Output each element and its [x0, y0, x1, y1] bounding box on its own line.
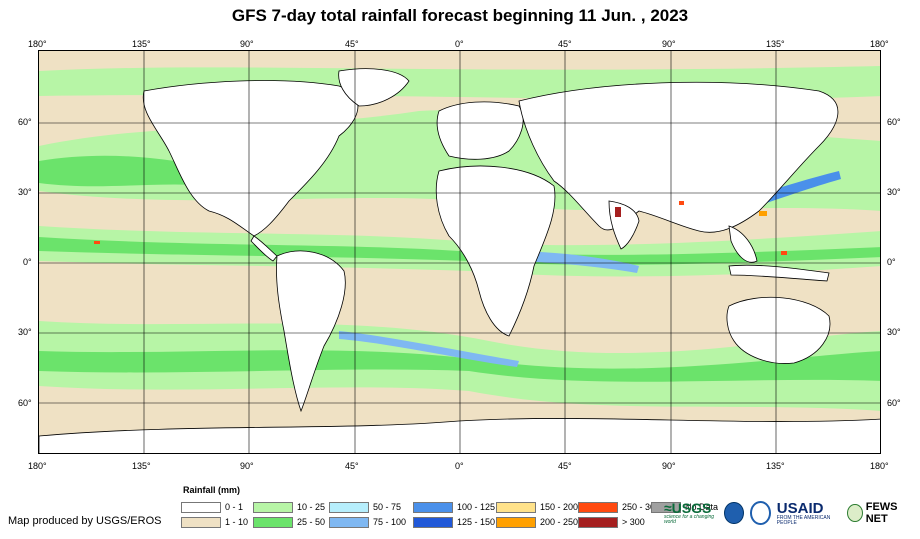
lon-label: 0°: [455, 461, 464, 471]
legend-swatch: [578, 502, 618, 514]
partner-logos: ≈USGS science for a changing world USAID…: [664, 499, 920, 527]
legend-swatch: [253, 517, 293, 529]
land-europe: [436, 101, 524, 160]
legend-swatch: [253, 502, 293, 514]
lat-label: 30°: [18, 187, 32, 197]
legend-item: 100 - 125: [413, 502, 495, 514]
lon-label: 0°: [455, 39, 464, 49]
land-south-america: [276, 250, 346, 413]
legend-swatch: [578, 517, 618, 529]
lon-label: 45°: [345, 39, 359, 49]
rainfall-map: [38, 50, 881, 454]
legend-swatch: [413, 517, 453, 529]
usgs-logo: ≈USGS science for a changing world: [664, 500, 715, 525]
heavy-rain-philippines: [759, 211, 767, 216]
lat-label: 30°: [887, 327, 901, 337]
legend-item: > 300: [578, 517, 645, 529]
legend-swatch: [329, 502, 369, 514]
lon-label: 180°: [28, 39, 47, 49]
lon-label: 45°: [558, 461, 572, 471]
lon-label: 135°: [766, 461, 785, 471]
heavy-rain-spots: [94, 201, 787, 255]
land-southeast-asia: [728, 225, 758, 263]
nasa-seal-icon: [749, 501, 771, 525]
legend-swatch: [496, 517, 536, 529]
legend-item: 150 - 200: [496, 502, 578, 514]
rain-band-itcz-core: [39, 237, 880, 265]
legend-swatch: [496, 502, 536, 514]
land-masses: [39, 68, 880, 453]
usaid-logo: USAID FROM THE AMERICAN PEOPLE: [776, 499, 831, 526]
lon-label: 45°: [558, 39, 572, 49]
credit-text: Map produced by USGS/EROS: [8, 515, 162, 527]
lon-label: 180°: [870, 461, 889, 471]
lat-label: 30°: [18, 327, 32, 337]
legend-swatch: [413, 502, 453, 514]
legend-item: 200 - 250: [496, 517, 578, 529]
lon-label: 135°: [766, 39, 785, 49]
legend-swatch: [181, 517, 221, 529]
land-central-america: [250, 235, 278, 262]
legend-item: 250 - 300: [578, 502, 660, 514]
rain-blue-southern: [339, 331, 519, 367]
rain-band-north-pacific: [39, 155, 219, 187]
land-north-america: [142, 80, 359, 237]
heavy-rain-east-pacific: [94, 241, 100, 244]
map-title: GFS 7-day total rainfall forecast beginn…: [231, 6, 689, 25]
lat-label: 0°: [887, 257, 896, 267]
lat-label: 0°: [23, 257, 32, 267]
legend-item: 25 - 50: [253, 517, 325, 529]
lat-label: 60°: [887, 117, 901, 127]
legend-swatch: [329, 517, 369, 529]
land-indonesia: [728, 264, 830, 282]
lon-label: 180°: [870, 39, 889, 49]
lon-label: 90°: [662, 39, 676, 49]
legend-item: 0 - 1: [181, 502, 243, 514]
legend-swatch: [651, 502, 681, 514]
heavy-rain-india-west: [615, 207, 621, 217]
noaa-logo-icon: [724, 502, 744, 524]
map-canvas: [39, 51, 880, 453]
lon-label: 90°: [240, 39, 254, 49]
heavy-rain-pacific: [781, 251, 787, 255]
graticule: [39, 51, 880, 453]
lon-label: 90°: [662, 461, 676, 471]
lon-label: 90°: [240, 461, 254, 471]
lat-label: 60°: [887, 398, 901, 408]
lat-label: 60°: [18, 398, 32, 408]
land-greenland: [338, 68, 410, 107]
land-africa: [435, 165, 556, 337]
legend-item: 125 - 150: [413, 517, 495, 529]
heavy-rain-bay-of-bengal: [679, 201, 684, 205]
legend-item: 10 - 25: [253, 502, 325, 514]
lat-label: 30°: [887, 187, 901, 197]
legend-item: No Data: [651, 502, 718, 514]
legend-swatch: [181, 502, 221, 514]
legend-item: 1 - 10: [181, 517, 248, 529]
fewsnet-logo: FEWS NET: [847, 501, 914, 525]
lon-label: 45°: [345, 461, 359, 471]
lon-label: 180°: [28, 461, 47, 471]
lon-label: 135°: [132, 461, 151, 471]
legend-title: Rainfall (mm): [183, 485, 241, 495]
lat-label: 60°: [18, 117, 32, 127]
fewsnet-leaf-icon: [847, 504, 863, 522]
legend-item: 75 - 100: [329, 517, 406, 529]
lon-label: 135°: [132, 39, 151, 49]
land-australia: [726, 296, 831, 364]
legend-item: 50 - 75: [329, 502, 401, 514]
